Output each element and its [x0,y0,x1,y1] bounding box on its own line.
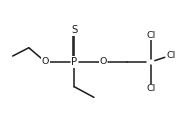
Text: P: P [71,57,77,67]
Text: Cl: Cl [166,51,176,60]
Text: O: O [100,58,107,66]
Text: O: O [42,58,49,66]
Text: Cl: Cl [146,84,155,93]
Text: Cl: Cl [146,31,155,40]
Text: S: S [71,25,78,35]
